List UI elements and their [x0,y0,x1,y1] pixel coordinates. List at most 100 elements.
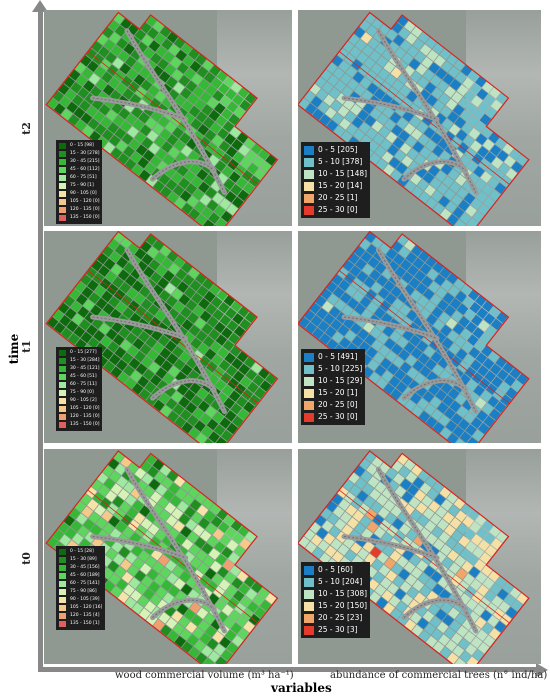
grid-cell [471,95,483,108]
grid-cell [470,359,482,372]
grid-cell [198,620,210,632]
grid-cell [191,176,203,188]
grid-cell [243,401,255,414]
grid-map [298,11,530,226]
grid-cell [232,415,244,428]
legend-label: 45 - 60 [189] [70,573,100,578]
grid-cell [417,179,429,191]
grid-cell [166,295,178,308]
grid-cell [511,161,523,173]
grid-cell [110,366,123,378]
grid-cell [212,309,225,321]
grid-cell [183,609,196,621]
grid-cell [212,528,225,541]
grid-cell [206,638,219,650]
grid-cell [118,546,131,559]
grid-cell [117,50,130,62]
grid-cell [117,153,130,165]
grid-cell [196,504,209,517]
grid-cell [405,354,417,367]
grid-cell [123,364,135,377]
grid-cell [389,331,402,343]
grid-cell [458,97,470,109]
grid-cell [201,645,213,657]
grid-cell [378,126,391,138]
grid-cell [215,656,227,664]
legend-item: 60 - 75 [141] [59,580,102,588]
grid-cell [112,495,124,508]
grid-cell [445,639,458,652]
grid-cell [410,509,422,522]
grid-cell [419,263,432,275]
grid-cell [259,380,272,392]
legend-label: 0 - 15 [277] [70,350,97,355]
grid-cell [407,148,419,160]
grid-cell [447,213,459,226]
grid-cell [328,87,341,99]
grid-cell [132,557,145,570]
grid-cell [392,137,405,149]
grid-cell [196,285,209,297]
grid-cell [444,407,456,420]
grid-cell [115,521,128,533]
grid-cell [440,382,453,394]
grid-cell [373,307,386,319]
grid-cell [374,364,387,377]
grid-cell [142,588,155,600]
grid-cell [444,627,456,639]
grid-cell [376,274,388,287]
grid-cell [467,115,479,127]
grid-cell [226,539,239,552]
grid-cell [100,335,112,348]
grid-cell [195,330,208,342]
grid-cell [367,37,380,50]
grid-cell [192,524,205,537]
grid-cell [456,523,469,535]
grid-cell [184,67,196,80]
grid-cell [134,350,146,363]
grid-cell [398,130,410,142]
grid-cell [201,542,213,555]
grid-cell [141,137,153,149]
grid-cell [208,212,220,224]
grid-cell [194,420,206,432]
stand-boundary [45,11,279,226]
grid-cell [334,518,347,531]
grid-cell [133,74,146,86]
grid-cell [487,615,499,627]
grid-cell [154,135,166,148]
grid-cell [114,463,127,476]
grid-cell [321,81,334,94]
grid-cell [175,488,188,500]
grid-cell [366,244,378,256]
grid-cell [426,94,438,107]
grid-cell [158,116,170,128]
legend-item: 10 - 15 [308] [304,588,367,600]
grid-cell [127,345,139,357]
grid-cell [230,622,243,635]
legend-item: 75 - 90 [86] [59,588,102,596]
column-label-abundance: abundance of commercial trees (n° ind/ha… [330,670,548,681]
grid-cell [93,330,105,342]
grid-cell [68,114,80,126]
grid-cell [215,115,228,127]
grid-cell [390,286,403,298]
grid-cell [400,259,412,271]
grid-cell [444,305,456,317]
grid-cell [187,312,199,324]
grid-cell [455,348,468,361]
grid-cell [162,270,175,282]
grid-cell [454,335,466,348]
grid-cell [496,150,509,162]
grid-cell [417,515,429,527]
grid-cell [363,57,376,70]
grid-cell [452,645,465,657]
grid-cell [382,544,395,557]
grid-cell [218,82,230,95]
grid-cell [347,297,359,310]
grid-cell [203,393,216,406]
grid-cell [411,567,423,579]
grid-cell [408,58,421,70]
grid-cell [352,71,365,84]
grid-cell [425,578,437,590]
